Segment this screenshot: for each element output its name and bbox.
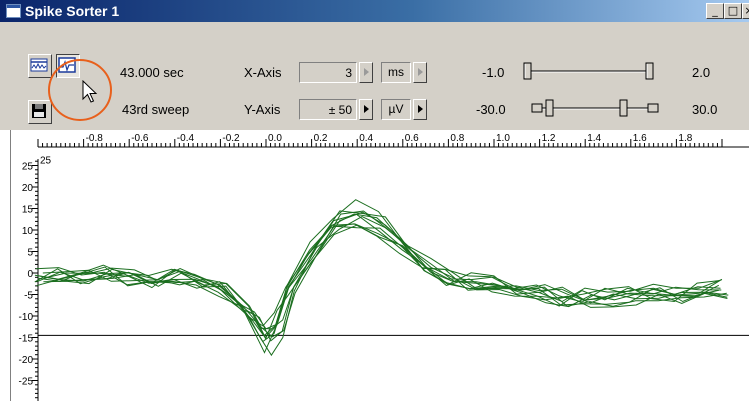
x-tick-label: 0.0	[268, 133, 282, 144]
title-bar[interactable]: Spike Sorter 1 _ □ ×	[0, 0, 749, 22]
y-tick-label: 20	[22, 183, 34, 194]
spike-trace	[42, 216, 727, 342]
y-range-slider-left-handle[interactable]	[545, 99, 554, 117]
save-button[interactable]	[28, 100, 52, 124]
y-tick-label: 15	[22, 205, 34, 216]
x-tick-label: -0.8	[86, 133, 104, 144]
x-tick-label: 0.6	[405, 133, 419, 144]
y-tick-label: 25	[22, 162, 34, 173]
x-axis-unit-field[interactable]: ms	[381, 62, 411, 83]
sweep-readout: 43rd sweep	[122, 102, 190, 117]
y-range-slider-right-handle[interactable]	[619, 99, 628, 117]
x-range-slider[interactable]	[522, 59, 662, 83]
plot-left-border	[0, 130, 11, 401]
x-tick-label: 0.8	[450, 133, 464, 144]
x-tick-label: -0.6	[131, 133, 149, 144]
x-range-slider-right-handle[interactable]	[645, 62, 654, 80]
x-tick-label: -0.4	[177, 133, 195, 144]
spike-chart: -0.8 -0.6 -0.4 -0.2 0.0 0.2 0.4 0.6 0.8 1.0 1.2 1.4…	[19, 133, 749, 401]
x-tick-label: 1.2	[542, 133, 556, 144]
y-tick-label: 5	[27, 248, 33, 259]
spike-trace	[43, 211, 728, 330]
y-range-slider-right-cap	[647, 103, 659, 113]
x-tick-label: 1.4	[587, 133, 601, 144]
window-icon	[6, 4, 21, 18]
x-axis-value-field[interactable]: 3	[299, 62, 357, 83]
slider2-max-label: 30.0	[692, 102, 718, 117]
maximize-button[interactable]: □	[724, 3, 742, 19]
slider1-min-label: -1.0	[482, 65, 505, 80]
y-tick-label: -15	[19, 334, 34, 345]
close-button[interactable]: ×	[742, 3, 749, 19]
mouse-cursor-icon	[82, 80, 98, 103]
spike-trace	[34, 213, 720, 343]
x-tick-label: 1.0	[496, 133, 510, 144]
y-axis-value-field[interactable]: ± 50	[299, 99, 357, 120]
y-range-slider[interactable]	[530, 96, 665, 120]
y-axis-unit-arrow[interactable]	[413, 99, 427, 120]
y-tick-label: -5	[24, 291, 33, 302]
highlight-circle	[48, 59, 112, 121]
time-readout: 43.000 sec	[120, 65, 184, 80]
x-axis-unit-arrow[interactable]	[413, 62, 427, 83]
floppy-disk-icon	[32, 104, 46, 118]
x-tick-label: 0.4	[359, 133, 373, 144]
y-axis-label: Y-Axis	[244, 102, 281, 117]
x-axis-label: X-Axis	[244, 65, 282, 80]
y-tick-label: -10	[19, 312, 34, 323]
x-tick-label: 1.8	[678, 133, 692, 144]
spike-trace	[35, 223, 720, 337]
slider1-max-label: 2.0	[692, 65, 711, 80]
waveform-view-button[interactable]	[28, 54, 52, 78]
x-range-slider-left-handle[interactable]	[523, 62, 532, 80]
y-tick-label: -25	[19, 377, 34, 388]
y-axis-unit-field[interactable]: µV	[381, 99, 411, 120]
x-tick-label: -0.2	[222, 133, 240, 144]
window-title: Spike Sorter 1	[25, 3, 120, 19]
y-tick-label: 0	[27, 269, 33, 280]
spike-trace	[44, 210, 729, 338]
y-axis-top-label: 25	[40, 156, 52, 167]
y-tick-label: 10	[22, 226, 34, 237]
toolbar: 43.000 sec 43rd sweep X-Axis 3 ms Y-Axis…	[0, 22, 749, 130]
waveform-icon	[30, 58, 48, 72]
x-axis-value-arrow[interactable]	[359, 62, 373, 83]
minimize-button[interactable]: _	[706, 3, 724, 19]
y-tick-label: -20	[19, 355, 34, 366]
slider2-min-label: -30.0	[476, 102, 506, 117]
y-range-slider-left-cap	[531, 103, 543, 113]
y-axis-value-arrow[interactable]	[359, 99, 373, 120]
x-tick-label: 1.6	[633, 133, 647, 144]
spike-plot-area[interactable]: -0.8 -0.6 -0.4 -0.2 0.0 0.2 0.4 0.6 0.8 1.0 1.2 1.4…	[0, 130, 749, 401]
x-tick-label: 0.2	[314, 133, 328, 144]
